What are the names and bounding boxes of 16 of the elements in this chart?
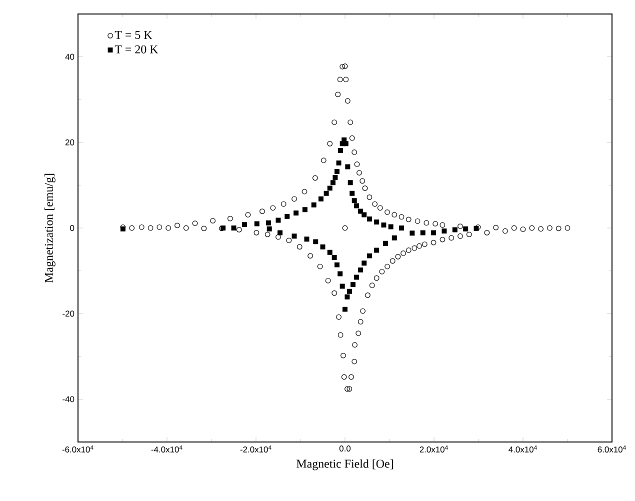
legend-label: T = 5 K (114, 31, 152, 39)
x-tick-label: -4.0x10$^{4}$ (151, 446, 182, 452)
x-axis-title: Magnetic Field [Oe] (296, 459, 393, 470)
y-axis-title: Magnetization [emu/g] (44, 174, 56, 283)
y-tick-label: 20 (65, 139, 74, 146)
x-tick-label: 6.0x10$^{4}$ (598, 446, 626, 452)
y-tick-label: -20 (62, 310, 74, 317)
y-tick-label: 40 (65, 54, 74, 60)
x-tick-label: 2.0x10$^{4}$ (420, 446, 448, 452)
x-tick-label: 0.0 (339, 446, 351, 452)
y-tick-label: -40 (62, 396, 74, 402)
x-tick-label: -6.0x10$^{4}$ (62, 446, 94, 452)
legend-label: T = 20 K (114, 45, 158, 54)
y-tick-label: 0 (70, 225, 74, 231)
x-tick-label: 4.0x10$^{4}$ (508, 446, 537, 452)
x-tick-label: -2.0x10$^{4}$ (240, 446, 272, 452)
